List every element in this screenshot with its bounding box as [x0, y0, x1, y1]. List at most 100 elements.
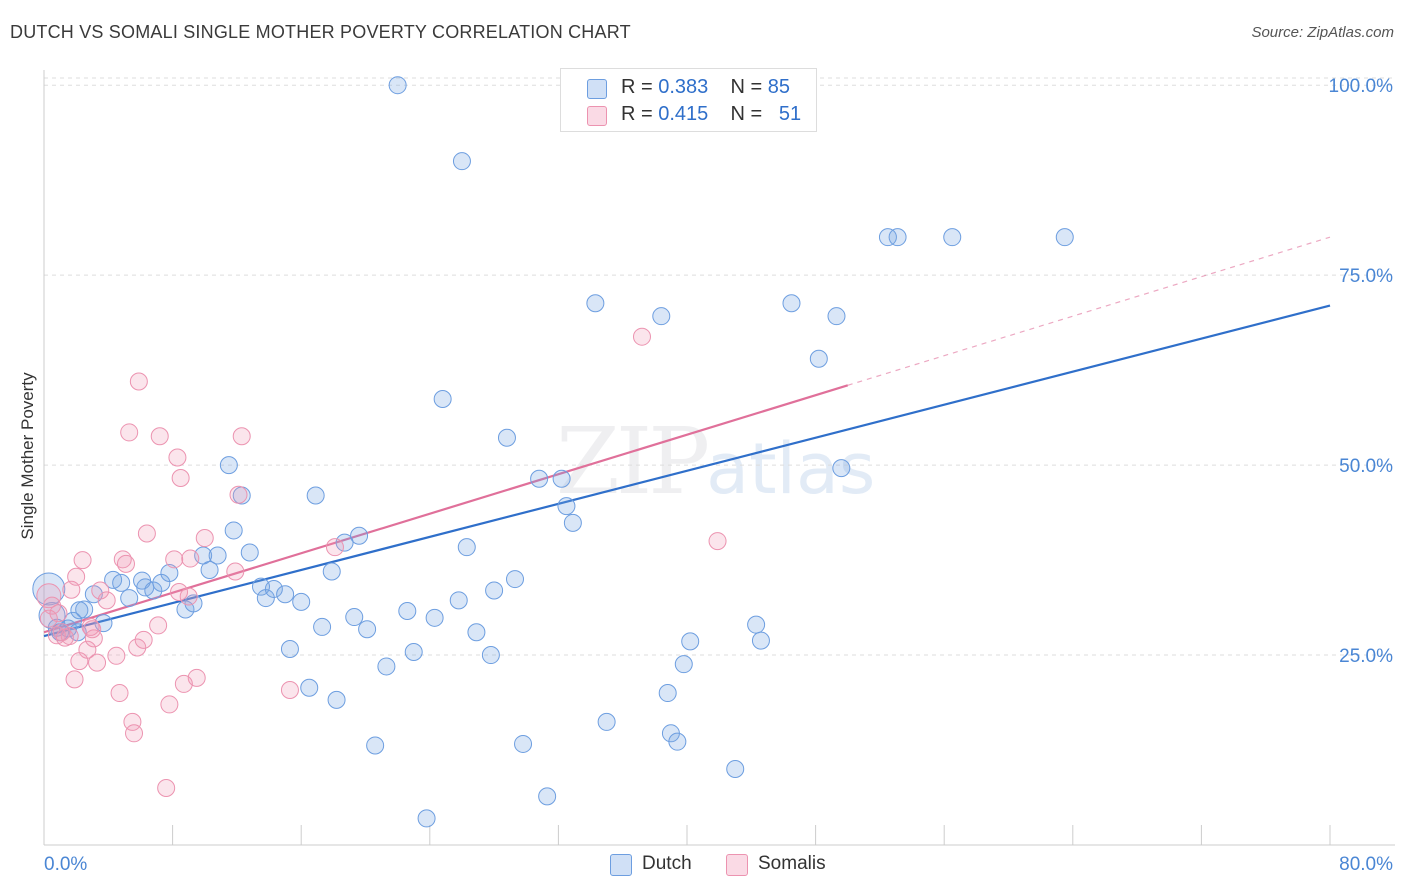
legend-swatch-somalis	[587, 106, 607, 126]
data-point-somalis	[49, 604, 68, 623]
data-point-dutch	[350, 526, 369, 545]
data-point-dutch	[652, 307, 671, 326]
data-point-somalis	[195, 529, 214, 548]
data-point-dutch	[377, 657, 396, 676]
n-label: N =	[730, 103, 763, 125]
data-point-somalis	[120, 423, 139, 442]
series-legend: Dutch Somalis	[0, 852, 1406, 878]
data-point-dutch	[809, 349, 828, 368]
data-point-somalis	[150, 427, 169, 446]
data-point-dutch	[538, 787, 557, 806]
data-point-dutch	[322, 562, 341, 581]
y-tick-label: 100.0%	[1329, 76, 1394, 97]
data-point-dutch	[449, 591, 468, 610]
data-point-somalis	[91, 581, 110, 600]
data-point-somalis	[73, 551, 92, 570]
chart-title: DUTCH VS SOMALI SINGLE MOTHER POVERTY CO…	[10, 22, 631, 42]
y-tick-label: 75.0%	[1339, 266, 1393, 287]
data-point-somalis	[149, 616, 168, 635]
grid-lines	[44, 77, 1395, 656]
data-point-dutch	[335, 533, 354, 552]
data-point-dutch	[827, 307, 846, 326]
data-point-dutch	[674, 655, 693, 674]
data-point-somalis	[229, 485, 248, 504]
data-point-somalis	[168, 448, 187, 467]
data-point-somalis	[181, 549, 200, 568]
data-point-dutch	[300, 678, 319, 697]
data-point-somalis	[128, 638, 147, 657]
n-value-somalis: 51	[778, 103, 802, 125]
data-point-dutch	[557, 497, 576, 516]
data-point-dutch	[200, 560, 219, 579]
data-point-dutch	[467, 623, 486, 642]
data-point-dutch	[224, 521, 243, 540]
data-point-somalis	[67, 567, 86, 586]
x-tick-label-min: 0.0%	[44, 854, 87, 875]
y-tick-label: 25.0%	[1339, 646, 1393, 667]
legend-label-somalis: Somalis	[758, 853, 826, 874]
data-point-dutch	[366, 736, 385, 755]
data-point-dutch	[530, 469, 549, 488]
data-point-somalis	[125, 724, 144, 743]
stats-legend: R = 0.383 N = 85 R = 0.415 N = 51	[560, 68, 817, 132]
data-point-somalis	[280, 681, 299, 699]
data-point-somalis	[134, 630, 153, 649]
data-point-dutch	[398, 601, 417, 620]
legend-swatch-dutch	[587, 79, 607, 99]
data-point-dutch	[219, 456, 238, 475]
data-point-somalis	[65, 670, 84, 689]
legend-swatch-dutch	[610, 854, 632, 876]
trend-line-somalis-extension	[847, 236, 1331, 386]
chart-source[interactable]: Source: ZipAtlas.com	[1251, 24, 1394, 41]
data-point-dutch	[505, 570, 524, 589]
data-point-dutch	[327, 690, 346, 709]
data-point-dutch	[832, 459, 851, 478]
data-point-somalis	[107, 646, 126, 665]
data-point-dutch	[726, 760, 745, 779]
data-point-somalis	[81, 617, 100, 636]
data-point-dutch	[782, 294, 801, 313]
data-point-dutch	[404, 643, 423, 662]
data-point-somalis	[97, 591, 116, 610]
data-point-somalis	[179, 587, 198, 606]
data-point-somalis	[708, 532, 727, 551]
tick-labels: 25.0% 50.0% 75.0% 100.0% 0.0% 80.0%	[44, 76, 1393, 875]
data-point-dutch	[681, 632, 700, 651]
data-point-dutch	[208, 546, 227, 565]
data-point-dutch	[425, 608, 444, 627]
data-point-dutch	[563, 513, 582, 532]
data-point-dutch	[358, 620, 377, 639]
data-point-dutch	[112, 573, 131, 592]
data-point-dutch	[292, 592, 311, 611]
data-point-dutch	[313, 617, 332, 636]
data-point-dutch	[514, 734, 533, 753]
r-value-somalis: 0.415	[658, 103, 709, 125]
data-point-somalis	[123, 712, 142, 731]
data-point-dutch	[160, 563, 179, 582]
data-point-somalis	[84, 629, 103, 648]
r-value-dutch: 0.383	[658, 76, 709, 98]
data-point-somalis	[160, 695, 179, 714]
data-point-dutch	[552, 469, 571, 488]
data-point-dutch	[747, 615, 766, 634]
data-point-dutch	[586, 294, 605, 313]
r-label: R =	[621, 76, 653, 98]
data-point-dutch	[417, 809, 436, 828]
data-point-somalis	[43, 596, 62, 615]
data-point-somalis	[60, 627, 79, 646]
trend-lines	[43, 236, 1331, 638]
data-point-dutch	[63, 611, 82, 630]
data-point-somalis	[110, 684, 129, 703]
data-point-dutch	[943, 228, 962, 247]
data-point-dutch	[120, 589, 139, 608]
n-label: N =	[730, 76, 763, 98]
data-point-dutch	[1055, 228, 1074, 247]
data-point-somalis	[325, 538, 344, 557]
data-point-somalis	[36, 583, 62, 609]
data-point-somalis	[226, 562, 245, 581]
legend-label-dutch: Dutch	[642, 853, 692, 874]
data-point-dutch	[457, 538, 476, 557]
data-point-dutch	[485, 581, 504, 600]
data-point-somalis	[187, 668, 206, 687]
